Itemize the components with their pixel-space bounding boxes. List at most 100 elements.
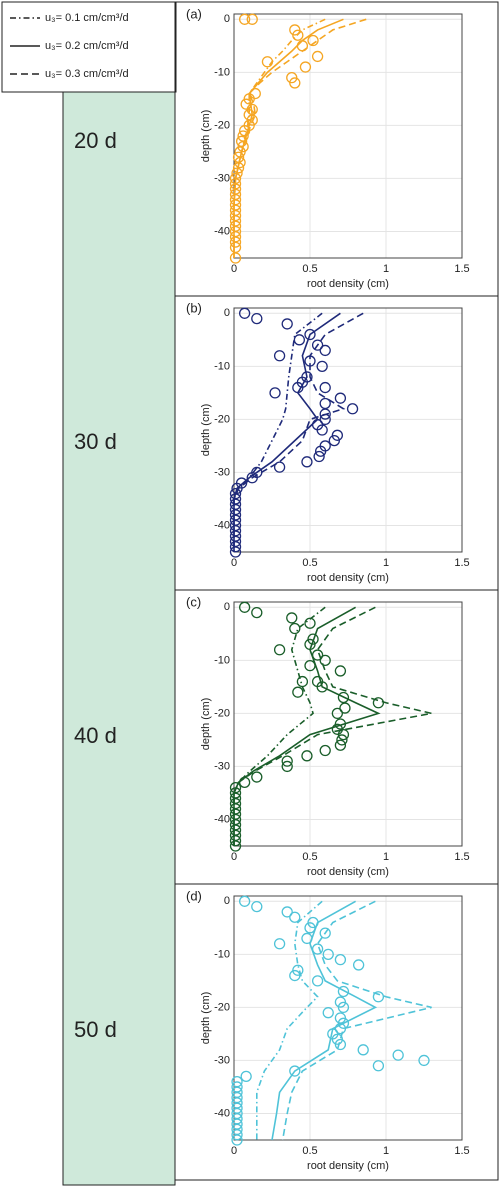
x-axis-label: root density (cm) <box>307 572 389 584</box>
x-tick-label: 1 <box>383 1145 389 1157</box>
observed-point <box>238 895 251 907</box>
axes-box <box>233 601 463 847</box>
x-tick-label: 0 <box>231 851 237 863</box>
x-axis-label: root density (cm) <box>307 278 389 290</box>
series-line <box>233 606 432 846</box>
y-tick-label: -40 <box>214 225 230 237</box>
observed-point <box>296 40 309 52</box>
axes-box <box>233 13 463 259</box>
observed-point <box>311 975 324 987</box>
observed-point <box>337 985 350 998</box>
observed-point <box>281 755 293 767</box>
observed-point <box>292 381 304 394</box>
observed-point <box>334 1022 347 1035</box>
panel-label: (c) <box>186 594 201 609</box>
observed-point <box>229 840 242 852</box>
observed-point <box>299 61 312 73</box>
x-axis-label: root density (cm) <box>307 866 389 878</box>
plot-area <box>234 14 462 258</box>
series-line <box>233 312 364 552</box>
x-tick-label: 0 <box>231 557 237 569</box>
observed-point <box>331 429 344 441</box>
observed-point <box>231 482 243 494</box>
y-tick-label: 0 <box>224 13 230 25</box>
observed-point <box>316 360 328 372</box>
observed-point <box>231 167 243 179</box>
y-tick-label: -20 <box>214 413 230 425</box>
observed-point <box>319 344 331 357</box>
y-tick-label: -40 <box>214 1107 230 1119</box>
observed-point <box>319 413 331 426</box>
series-line <box>281 900 432 1141</box>
y-axis-label: depth (cm) <box>200 404 212 457</box>
x-tick-label: 1.5 <box>454 263 469 275</box>
observed-point <box>357 1044 369 1056</box>
observed-point <box>316 681 328 693</box>
observed-point <box>337 1017 350 1029</box>
x-tick-label: 0.5 <box>302 557 317 569</box>
observed-point <box>246 13 258 25</box>
observed-point <box>339 702 351 714</box>
observed-point <box>352 959 365 971</box>
observed-point <box>304 617 316 629</box>
observed-point <box>237 140 249 153</box>
row-label: 20 d <box>74 128 117 153</box>
observed-point <box>251 312 263 325</box>
observed-point <box>292 686 304 698</box>
observed-point <box>289 1065 301 1077</box>
observed-point <box>331 707 344 720</box>
row-label: 50 d <box>74 1017 117 1042</box>
y-tick-label: -20 <box>214 707 230 719</box>
x-tick-label: 0.5 <box>302 851 317 863</box>
observed-point <box>229 541 242 553</box>
observed-point <box>319 744 331 757</box>
observed-point <box>392 1049 404 1061</box>
observed-point <box>304 638 316 651</box>
x-tick-label: 1 <box>383 263 389 275</box>
observed-point <box>334 954 347 966</box>
y-tick-label: 0 <box>224 601 230 613</box>
x-tick-label: 0.5 <box>302 1145 317 1157</box>
observed-point <box>334 392 347 404</box>
y-tick-label: -10 <box>214 948 230 960</box>
y-axis-label: depth (cm) <box>200 110 212 163</box>
series-line <box>233 18 367 258</box>
observed-point <box>304 660 316 672</box>
observed-point <box>251 606 263 619</box>
observed-point <box>293 334 306 346</box>
axes-box <box>233 307 463 553</box>
y-tick-label: -20 <box>214 1001 230 1013</box>
row-label: 30 d <box>74 429 117 454</box>
observed-point <box>337 691 350 704</box>
plot-area <box>234 896 462 1140</box>
observed-point <box>292 29 304 41</box>
observed-point <box>328 434 340 447</box>
observed-point <box>281 318 293 330</box>
y-axis-label: depth (cm) <box>200 992 212 1045</box>
x-tick-label: 0 <box>231 1145 237 1157</box>
y-tick-label: -30 <box>214 466 230 478</box>
observed-point <box>289 24 301 36</box>
y-tick-label: 0 <box>224 895 230 907</box>
y-tick-label: -30 <box>214 760 230 772</box>
observed-point <box>229 835 242 847</box>
observed-point <box>311 649 324 661</box>
observed-point <box>311 943 324 955</box>
legend-label: u₃= 0.2 cm/cm³/d <box>45 40 129 52</box>
x-tick-label: 1.5 <box>454 1145 469 1157</box>
observed-point <box>372 991 385 1003</box>
observed-point <box>301 750 313 762</box>
observed-point <box>269 387 281 399</box>
observed-point <box>246 114 258 126</box>
observed-point <box>336 734 348 746</box>
observed-point <box>238 125 251 137</box>
legend-label: u₃= 0.3 cm/cm³/d <box>45 68 129 80</box>
observed-point <box>251 771 263 783</box>
y-tick-label: -10 <box>214 360 230 372</box>
y-tick-label: -10 <box>214 654 230 666</box>
observed-point <box>418 1054 430 1067</box>
observed-point <box>334 718 347 730</box>
observed-point <box>337 1001 350 1014</box>
observed-point <box>322 948 334 960</box>
